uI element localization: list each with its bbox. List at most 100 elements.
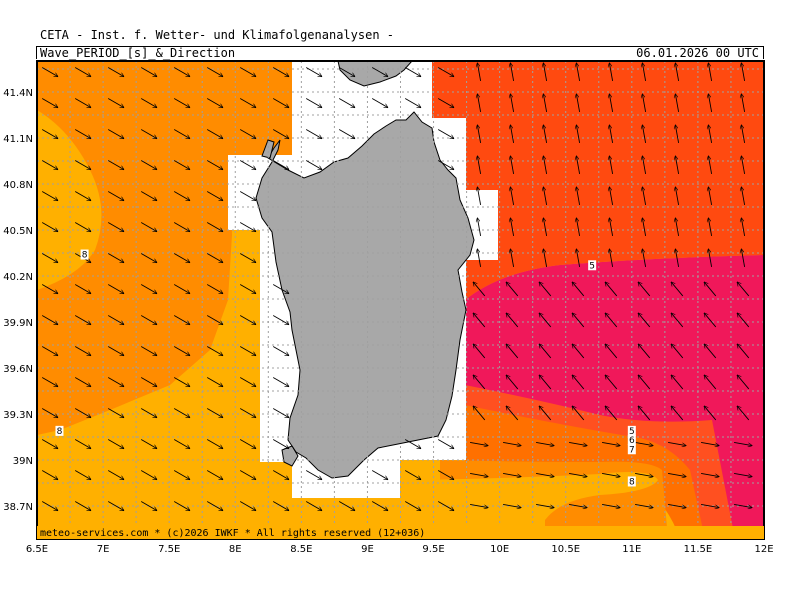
wave-direction-arrow — [704, 375, 717, 390]
wave-direction-arrow — [602, 472, 620, 476]
wave-direction-arrow — [206, 253, 223, 263]
wave-direction-arrow — [609, 218, 614, 236]
wave-direction-arrow — [107, 129, 124, 139]
wave-direction-arrow — [671, 344, 684, 359]
wave-direction-arrow — [206, 408, 223, 418]
wave-direction-arrow — [635, 472, 653, 476]
footer-credits: meteo-services.com * (c)2026 IWKF * All … — [40, 528, 425, 539]
wave-direction-arrow — [437, 129, 454, 139]
wave-direction-arrow — [704, 344, 717, 359]
wave-direction-arrow — [305, 501, 322, 511]
wave-direction-arrow — [539, 282, 552, 297]
wave-direction-arrow — [510, 187, 515, 205]
wave-direction-arrow — [107, 470, 124, 480]
wave-direction-arrow — [734, 441, 752, 445]
wave-direction-arrow — [107, 284, 124, 294]
wave-direction-arrow — [140, 346, 157, 356]
wave-direction-arrow — [74, 408, 91, 418]
wave-direction-arrow — [41, 284, 58, 294]
wave-direction-arrow — [473, 406, 486, 421]
wave-direction-arrow — [206, 129, 223, 139]
wave-direction-arrow — [539, 344, 552, 359]
svg-text:7: 7 — [629, 445, 635, 455]
wave-direction-arrow — [173, 129, 190, 139]
wave-direction-arrow — [602, 441, 620, 445]
wave-direction-arrow — [572, 375, 585, 390]
wave-direction-arrow — [470, 472, 488, 476]
wave-direction-arrow — [602, 503, 620, 507]
wave-direction-arrow — [140, 67, 157, 77]
wave-direction-arrow — [206, 470, 223, 480]
wave-direction-arrow — [737, 406, 750, 421]
wave-direction-arrow — [708, 63, 713, 81]
wave-direction-arrow — [371, 67, 388, 77]
institute-header: CETA - Inst. f. Wetter- und Klimafolgena… — [40, 28, 395, 42]
lon-tick-label: 12E — [754, 544, 773, 555]
wave-direction-arrow — [741, 218, 746, 236]
lon-tick-label: 9E — [361, 544, 374, 555]
wave-direction-arrow — [741, 125, 746, 143]
wave-direction-arrow — [239, 191, 256, 201]
wave-direction-arrow — [510, 218, 515, 236]
wave-direction-arrow — [173, 377, 190, 387]
wave-direction-arrow — [140, 315, 157, 325]
wave-direction-arrow — [536, 503, 554, 507]
wave-direction-arrow — [305, 67, 322, 77]
wave-direction-arrow — [206, 284, 223, 294]
wave-direction-arrow — [609, 125, 614, 143]
wave-direction-arrow — [272, 129, 289, 139]
wave-direction-arrow — [506, 344, 519, 359]
wave-direction-arrow — [576, 63, 581, 81]
wave-direction-arrow — [506, 313, 519, 328]
wave-direction-arrow — [140, 439, 157, 449]
wave-direction-arrow — [473, 344, 486, 359]
lat-tick-label: 41.4N — [3, 88, 33, 99]
wave-direction-arrow — [107, 439, 124, 449]
wave-direction-arrow — [173, 439, 190, 449]
wave-direction-arrow — [338, 501, 355, 511]
wave-direction-arrow — [371, 470, 388, 480]
period-zone-lowest — [465, 255, 764, 539]
wave-direction-arrow — [239, 315, 256, 325]
wave-direction-arrow — [239, 284, 256, 294]
wave-direction-arrow — [572, 406, 585, 421]
svg-text:5: 5 — [629, 427, 635, 437]
wave-direction-arrow — [675, 156, 680, 174]
wave-direction-arrow — [206, 67, 223, 77]
wave-direction-arrow — [206, 346, 223, 356]
wave-direction-arrow — [140, 408, 157, 418]
contour-label: 5 — [588, 260, 597, 271]
wave-direction-arrow — [473, 313, 486, 328]
lon-tick-label: 8E — [229, 544, 242, 555]
wave-direction-arrow — [503, 472, 521, 476]
wave-direction-arrow — [477, 63, 482, 81]
wave-direction-arrow — [539, 406, 552, 421]
lat-tick-label: 40.5N — [3, 226, 33, 237]
wave-direction-arrow — [74, 222, 91, 232]
wave-direction-arrow — [140, 470, 157, 480]
wave-direction-arrow — [272, 439, 289, 449]
wave-direction-arrow — [510, 125, 515, 143]
wave-direction-arrow — [173, 315, 190, 325]
wave-direction-arrow — [173, 470, 190, 480]
wave-direction-arrow — [437, 439, 454, 449]
wave-direction-arrow — [642, 249, 647, 267]
wave-direction-arrow — [338, 98, 355, 108]
contour-label: 8 — [627, 476, 636, 487]
wave-direction-arrow — [708, 187, 713, 205]
valid-time: 06.01.2026 00 UTC — [636, 46, 759, 60]
wave-direction-arrow — [437, 160, 454, 170]
wave-direction-arrow — [642, 187, 647, 205]
wave-direction-arrow — [239, 377, 256, 387]
svg-text:8: 8 — [57, 427, 63, 437]
wave-direction-arrow — [239, 470, 256, 480]
wave-direction-arrow — [173, 346, 190, 356]
svg-text:6: 6 — [629, 436, 635, 446]
wave-direction-arrow — [404, 439, 421, 449]
wave-direction-arrow — [503, 441, 521, 445]
wave-direction-arrow — [305, 470, 322, 480]
wave-direction-arrow — [206, 160, 223, 170]
lon-tick-label: 10E — [490, 544, 509, 555]
wave-direction-arrow — [642, 218, 647, 236]
wave-direction-arrow — [569, 472, 587, 476]
